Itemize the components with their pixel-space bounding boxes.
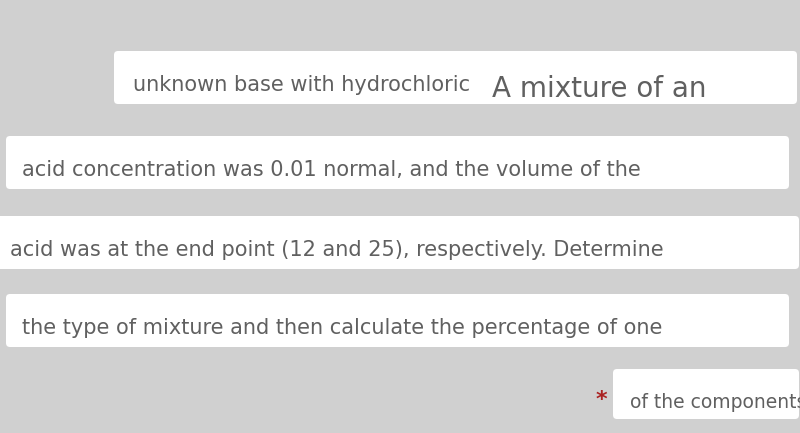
Text: acid concentration was 0.01 normal, and the volume of the: acid concentration was 0.01 normal, and …: [22, 160, 641, 180]
FancyBboxPatch shape: [6, 294, 789, 347]
Text: the type of mixture and then calculate the percentage of one: the type of mixture and then calculate t…: [22, 318, 662, 338]
Text: of the components: of the components: [630, 393, 800, 412]
FancyBboxPatch shape: [114, 51, 489, 104]
Text: unknown base with hydrochloric: unknown base with hydrochloric: [133, 75, 470, 95]
FancyBboxPatch shape: [0, 216, 799, 269]
FancyBboxPatch shape: [613, 369, 799, 419]
FancyBboxPatch shape: [479, 51, 797, 104]
Text: A mixture of an: A mixture of an: [492, 75, 706, 103]
FancyBboxPatch shape: [6, 136, 789, 189]
Text: *: *: [595, 390, 607, 410]
Text: acid was at the end point (12 and 25), respectively. Determine: acid was at the end point (12 and 25), r…: [10, 240, 664, 260]
